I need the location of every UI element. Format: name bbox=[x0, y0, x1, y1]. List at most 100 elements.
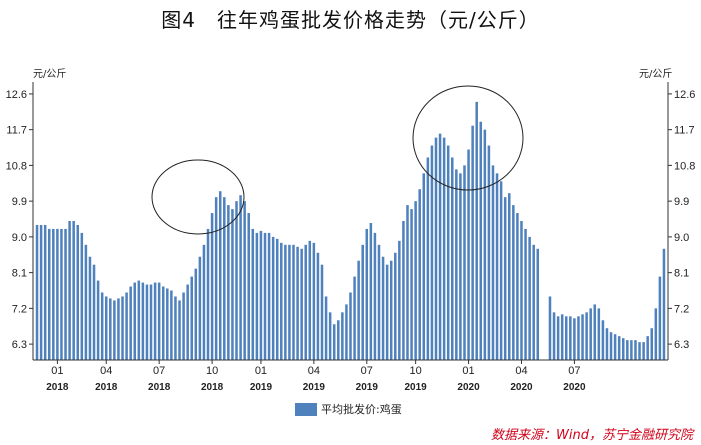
bar bbox=[300, 248, 303, 360]
bar bbox=[617, 336, 621, 360]
bar bbox=[565, 316, 568, 360]
bar bbox=[508, 193, 511, 360]
bar bbox=[377, 244, 381, 360]
bar bbox=[231, 209, 234, 360]
bar bbox=[638, 342, 641, 360]
bar bbox=[430, 145, 434, 360]
bar bbox=[280, 242, 283, 360]
x-tick-month: 04 bbox=[100, 365, 112, 377]
bar bbox=[520, 221, 523, 360]
bar bbox=[593, 304, 597, 360]
bar bbox=[442, 137, 446, 360]
bar bbox=[80, 232, 84, 360]
bar bbox=[288, 244, 291, 360]
bar bbox=[512, 205, 515, 360]
bar bbox=[341, 312, 344, 360]
bar bbox=[218, 191, 222, 360]
bar bbox=[312, 242, 316, 360]
bar bbox=[186, 284, 189, 360]
bar bbox=[609, 332, 613, 360]
y-tick-label-right: 10.8 bbox=[674, 160, 695, 172]
bar bbox=[96, 280, 100, 360]
bar bbox=[88, 256, 92, 360]
bar bbox=[642, 342, 645, 360]
x-tick-year: 2018 bbox=[201, 382, 224, 393]
bar bbox=[72, 221, 75, 360]
bar bbox=[117, 298, 120, 360]
bar bbox=[304, 244, 307, 360]
bar bbox=[182, 292, 185, 360]
bar bbox=[52, 228, 55, 360]
x-tick-month: 01 bbox=[462, 365, 474, 377]
bar bbox=[503, 197, 507, 360]
x-tick-month: 10 bbox=[410, 365, 422, 377]
legend-swatch bbox=[295, 402, 317, 416]
bar bbox=[495, 173, 499, 360]
bar bbox=[259, 230, 263, 360]
bar bbox=[153, 282, 157, 360]
y-tick-label-right: 9.9 bbox=[674, 196, 689, 208]
bar bbox=[524, 228, 527, 360]
bar bbox=[471, 125, 474, 360]
bar bbox=[577, 316, 580, 360]
x-tick-month: 04 bbox=[515, 365, 527, 377]
bar bbox=[332, 324, 336, 360]
bar bbox=[548, 296, 552, 360]
bar bbox=[113, 300, 116, 360]
right-axis-labels: 6.3 7.2 8.1 9.0 9.9 10.8 11.7 12.6 bbox=[674, 89, 695, 351]
bar bbox=[528, 236, 531, 360]
bar bbox=[410, 209, 413, 360]
bar bbox=[516, 213, 519, 360]
bar bbox=[316, 252, 320, 360]
bar bbox=[109, 298, 112, 360]
bar bbox=[284, 244, 287, 360]
bar bbox=[157, 282, 161, 360]
bar bbox=[210, 213, 214, 360]
chart-title: 图4 往年鸡蛋批发价格走势（元/公斤） bbox=[161, 8, 540, 32]
bar bbox=[100, 292, 104, 360]
bar bbox=[601, 320, 605, 360]
bar bbox=[491, 165, 495, 360]
bar bbox=[650, 328, 654, 360]
bar bbox=[129, 286, 132, 360]
x-tick-year: 2019 bbox=[356, 382, 379, 393]
bar bbox=[64, 228, 67, 360]
bar bbox=[214, 197, 218, 360]
bar bbox=[406, 205, 409, 360]
bar bbox=[243, 201, 246, 360]
bar bbox=[621, 338, 625, 360]
bar bbox=[353, 276, 356, 360]
bar bbox=[581, 314, 584, 360]
bar bbox=[39, 224, 43, 360]
bar bbox=[324, 296, 328, 360]
left-axis-labels: 6.3 7.2 8.1 9.0 9.9 10.8 11.7 12.6 bbox=[6, 89, 27, 351]
bar bbox=[467, 149, 470, 360]
bar bbox=[92, 264, 96, 360]
bar bbox=[149, 284, 153, 360]
bar bbox=[414, 201, 417, 360]
bar bbox=[459, 173, 462, 360]
y-tick-label-left: 12.6 bbox=[6, 89, 27, 101]
legend-label: 平均批发价:鸡蛋 bbox=[321, 403, 402, 416]
x-tick-month: 01 bbox=[255, 365, 267, 377]
bar bbox=[247, 213, 250, 360]
legend: 平均批发价:鸡蛋 bbox=[295, 401, 402, 417]
bar bbox=[662, 248, 666, 360]
bar bbox=[613, 334, 617, 360]
bar bbox=[263, 232, 267, 360]
x-tick-year: 2018 bbox=[95, 382, 118, 393]
x-tick-month: 04 bbox=[308, 365, 320, 377]
bar bbox=[271, 236, 275, 360]
bar bbox=[585, 312, 588, 360]
annotation-ellipse-2018 bbox=[151, 159, 245, 235]
source-note: 数据来源：Wind，苏宁金融研究院 bbox=[491, 428, 693, 443]
bar bbox=[626, 340, 629, 360]
bar bbox=[475, 101, 478, 361]
y-tick-label-right: 6.3 bbox=[674, 339, 689, 351]
bar bbox=[438, 133, 442, 360]
bar bbox=[654, 308, 658, 360]
x-axis-labels: 01 2018 04 2018 07 2018 10 2018 01 2019 04 2019 07 20… bbox=[46, 365, 586, 393]
bar bbox=[573, 318, 576, 360]
bar bbox=[389, 260, 393, 360]
bar bbox=[296, 246, 299, 360]
